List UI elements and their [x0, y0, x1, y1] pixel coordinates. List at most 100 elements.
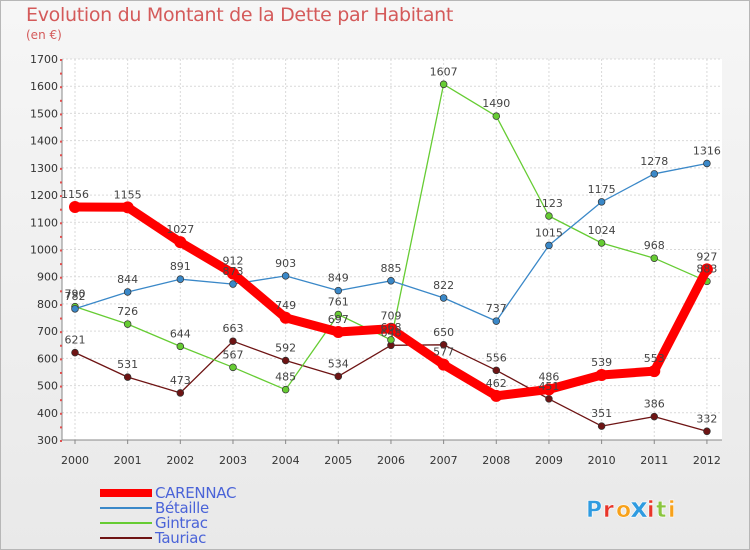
data-label-carennac: 1027 [166, 223, 194, 236]
data-label-gintrac: 1490 [482, 97, 510, 110]
data-label-betaille: 885 [380, 262, 401, 275]
data-point-gintrac [334, 310, 343, 319]
data-point-gintrac [387, 336, 395, 344]
legend-label: CARENNAC [155, 484, 237, 502]
data-label-carennac: 912 [222, 254, 243, 267]
data-label-carennac: 697 [328, 313, 349, 326]
data-point-gintrac [123, 320, 132, 328]
y-tick-label: 1500 [30, 107, 58, 120]
y-tick-label: 500 [37, 380, 58, 393]
y-tick-label: 800 [37, 298, 58, 311]
data-point-tauriac [650, 412, 659, 421]
data-point-betaille [703, 159, 711, 168]
data-point-tauriac [597, 422, 606, 430]
data-label-gintrac: 1607 [430, 65, 458, 78]
data-label-carennac: 462 [486, 377, 507, 390]
data-point-tauriac [545, 395, 553, 403]
data-label-carennac: 1156 [61, 188, 89, 201]
data-label-gintrac: 668 [380, 321, 401, 334]
logo-letter: o [616, 498, 631, 523]
x-tick-label: 2002 [166, 454, 194, 467]
data-point-betaille [650, 170, 659, 178]
data-point-carennac [490, 389, 503, 402]
data-label-tauriac: 648 [380, 326, 401, 339]
data-point-betaille [545, 241, 553, 250]
x-tick-label: 2009 [535, 454, 563, 467]
legend-label: Bétaille [155, 499, 209, 517]
data-label-tauriac: 332 [696, 412, 717, 425]
logo-letter: t [656, 498, 667, 523]
data-point-tauriac [176, 389, 185, 397]
legend-label: Tauriac [155, 529, 207, 547]
data-label-betaille: 844 [117, 273, 138, 286]
x-tick-label: 2010 [588, 454, 616, 467]
y-tick-label: 1200 [30, 189, 58, 202]
x-tick-label: 2000 [61, 454, 89, 467]
data-point-gintrac [281, 385, 290, 394]
y-tick-label: 1000 [30, 244, 58, 257]
data-point-carennac [332, 325, 345, 338]
y-tick-label: 1300 [30, 162, 58, 175]
data-point-carennac [69, 201, 81, 214]
data-point-gintrac [545, 212, 553, 220]
data-label-carennac: 927 [696, 250, 717, 263]
data-label-tauriac: 650 [433, 326, 454, 339]
y-tick-label: 1700 [30, 53, 58, 66]
y-tick-label: 1100 [30, 216, 58, 229]
legend-swatch-betaille [100, 507, 152, 509]
x-tick-label: 2004 [272, 454, 300, 467]
data-point-tauriac [229, 337, 237, 345]
data-label-tauriac: 621 [65, 334, 86, 347]
x-tick-label: 2003 [219, 454, 247, 467]
data-label-carennac: 709 [380, 310, 401, 323]
data-label-gintrac: 1024 [588, 224, 616, 237]
x-tick-label: 2005 [324, 454, 352, 467]
data-label-carennac: 553 [644, 352, 665, 365]
data-label-tauriac: 556 [486, 351, 507, 364]
x-tick-label: 2006 [377, 454, 405, 467]
logo-letter: x [630, 491, 648, 524]
data-label-carennac: 577 [433, 346, 454, 359]
data-label-betaille: 1175 [588, 183, 616, 196]
data-point-tauriac [123, 373, 132, 381]
y-tick-label: 900 [37, 271, 58, 284]
data-point-betaille [229, 280, 237, 288]
data-label-tauriac: 663 [222, 322, 243, 335]
data-point-betaille [387, 277, 395, 285]
data-label-betaille: 1316 [693, 145, 721, 158]
legend-label: Gintrac [155, 514, 208, 532]
data-label-gintrac: 883 [696, 262, 717, 275]
data-point-carennac [648, 365, 661, 378]
data-label-betaille: 1278 [640, 155, 668, 168]
data-point-carennac [121, 201, 134, 214]
data-point-tauriac [334, 372, 343, 381]
data-point-carennac [174, 236, 187, 249]
data-point-gintrac [439, 80, 448, 89]
logo-letter: i [647, 498, 655, 523]
data-label-betaille: 849 [328, 272, 349, 285]
logo-letter: P [586, 498, 602, 523]
data-point-betaille [439, 294, 448, 302]
data-point-tauriac [492, 366, 501, 375]
data-label-gintrac: 726 [117, 305, 138, 318]
chart-title: Evolution du Montant de la Dette par Hab… [26, 4, 454, 26]
data-label-carennac: 1155 [114, 188, 142, 201]
data-label-betaille: 873 [222, 265, 243, 278]
y-tick-label: 400 [37, 407, 58, 420]
data-point-betaille [176, 275, 185, 283]
data-label-carennac: 486 [538, 370, 559, 383]
data-label-gintrac: 567 [222, 348, 243, 361]
data-point-tauriac [439, 341, 448, 349]
data-label-betaille: 1015 [535, 226, 563, 239]
legend-swatch-gintrac [100, 522, 152, 524]
data-label-gintrac: 485 [275, 371, 296, 384]
data-point-carennac [226, 267, 239, 280]
data-label-carennac: 749 [275, 299, 296, 312]
logo-letter: i [668, 498, 676, 523]
x-tick-label: 2012 [693, 454, 721, 467]
data-label-tauriac: 451 [538, 380, 559, 393]
data-label-carennac: 539 [591, 356, 612, 369]
y-tick-label: 600 [37, 352, 58, 365]
